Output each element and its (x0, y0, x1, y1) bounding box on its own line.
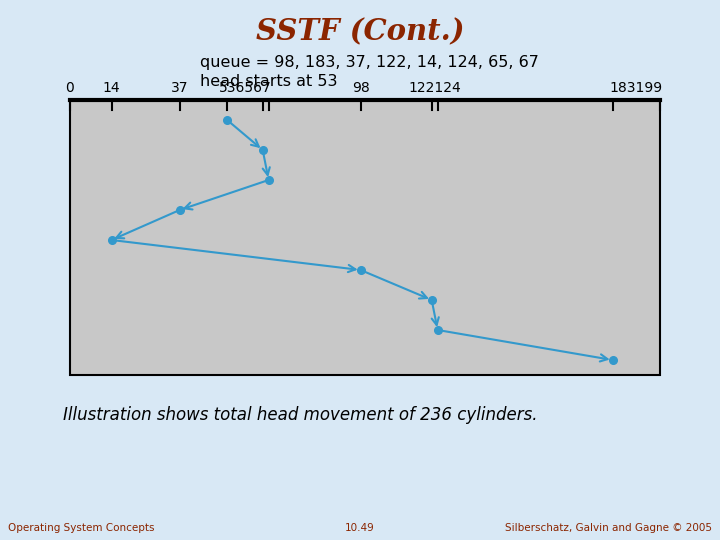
Text: head starts at 53: head starts at 53 (200, 75, 338, 90)
Text: Illustration shows total head movement of 236 cylinders.: Illustration shows total head movement o… (63, 406, 537, 424)
Text: SSTF (Cont.): SSTF (Cont.) (256, 17, 464, 46)
Text: 37: 37 (171, 81, 189, 95)
Text: 0: 0 (66, 81, 74, 95)
Text: 10.49: 10.49 (345, 523, 375, 533)
Bar (70, 100, 660, 375)
Text: queue = 98, 183, 37, 122, 14, 124, 65, 67: queue = 98, 183, 37, 122, 14, 124, 65, 6… (200, 56, 539, 71)
Text: 98: 98 (351, 81, 369, 95)
Text: 122124: 122124 (408, 81, 461, 95)
Text: Operating System Concepts: Operating System Concepts (8, 523, 155, 533)
Text: 14: 14 (103, 81, 120, 95)
Text: 536567: 536567 (219, 81, 271, 95)
Text: Silberschatz, Galvin and Gagne © 2005: Silberschatz, Galvin and Gagne © 2005 (505, 523, 712, 533)
Text: 183199: 183199 (610, 81, 663, 95)
